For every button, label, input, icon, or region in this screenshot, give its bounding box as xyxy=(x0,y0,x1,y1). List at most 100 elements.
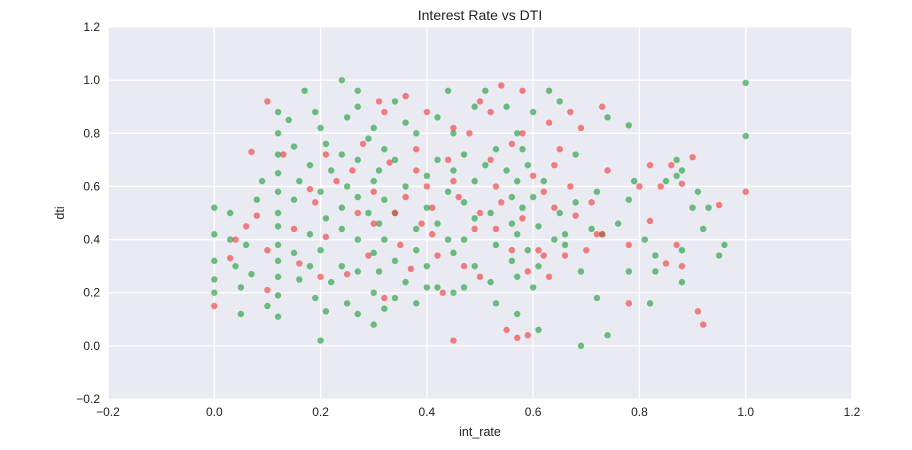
y-tick-label: 1.2 xyxy=(83,20,100,34)
red-point xyxy=(253,212,260,219)
green-point xyxy=(227,236,234,243)
red-point xyxy=(322,151,330,158)
red-point xyxy=(423,183,431,190)
red-point xyxy=(476,209,484,217)
red-point xyxy=(359,140,367,148)
red-point xyxy=(306,185,314,193)
red-point xyxy=(264,286,271,294)
red-point xyxy=(604,167,611,174)
red-point xyxy=(625,300,632,307)
red-point xyxy=(381,294,388,302)
red-point xyxy=(370,220,377,227)
red-point xyxy=(561,252,569,259)
green-point xyxy=(535,326,542,334)
green-point xyxy=(338,76,346,84)
green-point xyxy=(514,177,521,185)
green-point xyxy=(678,278,686,286)
green-point xyxy=(444,236,452,243)
red-point xyxy=(242,223,250,230)
green-point xyxy=(381,196,388,203)
red-point xyxy=(413,146,420,153)
grid-lines xyxy=(107,26,853,400)
green-point xyxy=(450,130,457,137)
y-tick-label: 0.8 xyxy=(83,126,100,140)
red-point xyxy=(636,183,643,190)
green-point xyxy=(700,225,707,233)
green-point xyxy=(274,241,282,249)
green-point xyxy=(343,300,351,307)
red-point xyxy=(678,262,686,270)
red-point xyxy=(514,334,521,342)
red-point xyxy=(428,204,436,211)
green-point xyxy=(370,177,377,185)
red-point xyxy=(551,161,558,169)
green-point xyxy=(296,276,303,283)
green-point xyxy=(354,87,361,94)
green-point xyxy=(301,87,308,94)
chart-title: Interest Rate vs DTI xyxy=(418,7,542,23)
red-point xyxy=(599,231,606,238)
green-point xyxy=(673,172,680,179)
red-point xyxy=(391,209,399,217)
green-point xyxy=(211,257,218,265)
red-point xyxy=(593,231,601,238)
green-point xyxy=(545,87,553,94)
green-point xyxy=(524,161,532,169)
red-point xyxy=(519,87,526,94)
red-point xyxy=(524,332,532,339)
red-point xyxy=(476,98,484,105)
red-point xyxy=(402,92,409,100)
green-point xyxy=(678,167,686,174)
green-point xyxy=(391,257,399,265)
green-point xyxy=(556,209,563,217)
green-point xyxy=(508,257,516,265)
green-point xyxy=(274,169,282,177)
x-tick-label: 1.0 xyxy=(737,405,754,419)
green-point xyxy=(285,116,292,124)
green-point xyxy=(604,114,611,121)
green-point xyxy=(211,289,218,296)
red-point xyxy=(375,98,383,105)
red-point xyxy=(492,225,500,233)
red-point xyxy=(583,247,590,254)
green-point xyxy=(413,130,420,137)
green-point xyxy=(354,156,361,164)
green-point xyxy=(354,193,361,201)
green-point xyxy=(264,302,271,310)
green-point xyxy=(317,337,324,344)
green-point xyxy=(434,114,441,121)
green-point xyxy=(577,342,585,350)
green-point xyxy=(593,188,601,195)
green-point xyxy=(290,249,298,257)
green-point xyxy=(694,188,702,195)
green-point xyxy=(593,294,601,302)
red-point xyxy=(381,108,388,116)
green-point xyxy=(471,177,478,185)
green-point xyxy=(370,249,377,257)
green-point xyxy=(444,188,452,195)
x-tick-label: 0.6 xyxy=(525,405,542,419)
green-point xyxy=(625,268,632,275)
red-point xyxy=(508,140,516,148)
green-point xyxy=(322,215,330,222)
green-point xyxy=(237,284,245,291)
red-point xyxy=(646,161,654,169)
red-point xyxy=(402,193,409,201)
red-point xyxy=(322,233,330,241)
green-point xyxy=(413,225,420,233)
x-axis-label: int_rate xyxy=(459,425,501,439)
green-point xyxy=(561,241,569,249)
green-point xyxy=(365,209,372,217)
green-point xyxy=(556,98,563,105)
green-point xyxy=(423,284,431,291)
green-point xyxy=(274,188,282,195)
green-point xyxy=(328,278,335,286)
red-point xyxy=(646,217,654,225)
green-point xyxy=(551,236,558,243)
green-point xyxy=(375,167,383,174)
green-point xyxy=(211,276,218,283)
green-point xyxy=(641,236,648,243)
green-point xyxy=(391,294,399,302)
green-point xyxy=(529,108,537,116)
green-point xyxy=(375,220,383,227)
